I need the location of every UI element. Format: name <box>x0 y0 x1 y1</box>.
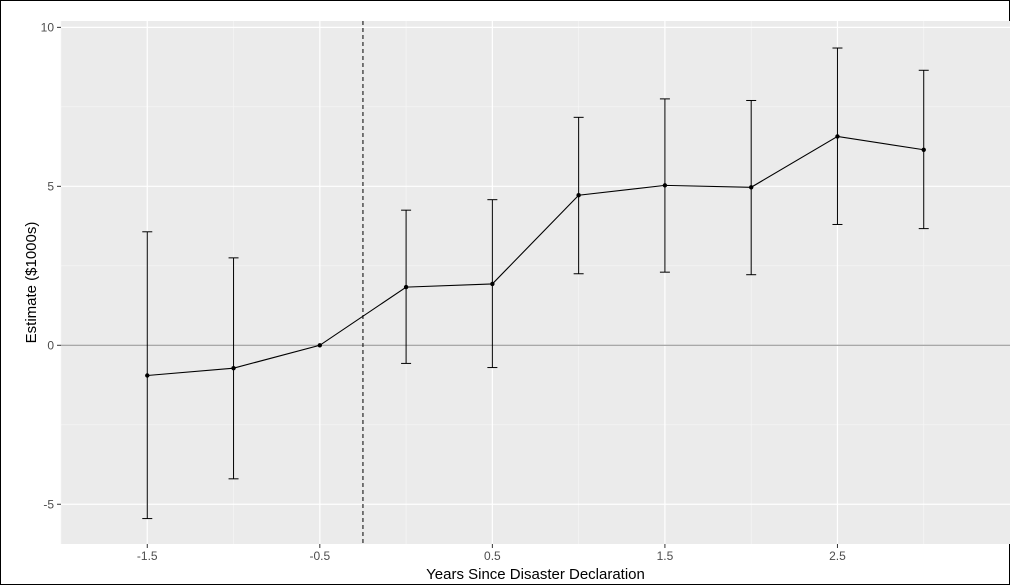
y-axis-title: Estimate ($1000s) <box>23 222 40 344</box>
x-axis: -1.5 -0.5 0.5 1.5 2.5 <box>137 544 846 563</box>
x-tick-label: -1.5 <box>137 549 158 563</box>
series-line-group <box>147 135 924 377</box>
data-point <box>317 343 323 348</box>
data-point <box>490 281 495 287</box>
y-tick-label: 0 <box>47 338 54 352</box>
minor-gridlines <box>60 21 1010 544</box>
y-tick-label: 10 <box>41 20 55 34</box>
data-point <box>145 373 150 378</box>
data-point <box>921 147 926 152</box>
series-line <box>147 135 924 377</box>
data-point <box>403 284 409 290</box>
x-tick-label: 0.5 <box>484 549 501 563</box>
data-point <box>662 183 668 188</box>
x-tick-label: -0.5 <box>309 549 330 563</box>
data-point <box>231 365 236 371</box>
y-tick-label: 5 <box>47 179 54 193</box>
data-point <box>835 134 840 139</box>
data-points <box>145 134 926 378</box>
y-tick-label: -5 <box>43 497 54 511</box>
x-tick-label: 1.5 <box>657 549 674 563</box>
reference-lines <box>61 21 1010 544</box>
plot-panel <box>61 21 1010 544</box>
y-axis: -5 0 5 10 <box>41 20 61 511</box>
data-point <box>748 185 754 190</box>
x-axis-title: Years Since Disaster Declaration <box>426 566 645 583</box>
x-tick-label: 2.5 <box>829 549 846 563</box>
data-point <box>576 193 581 198</box>
